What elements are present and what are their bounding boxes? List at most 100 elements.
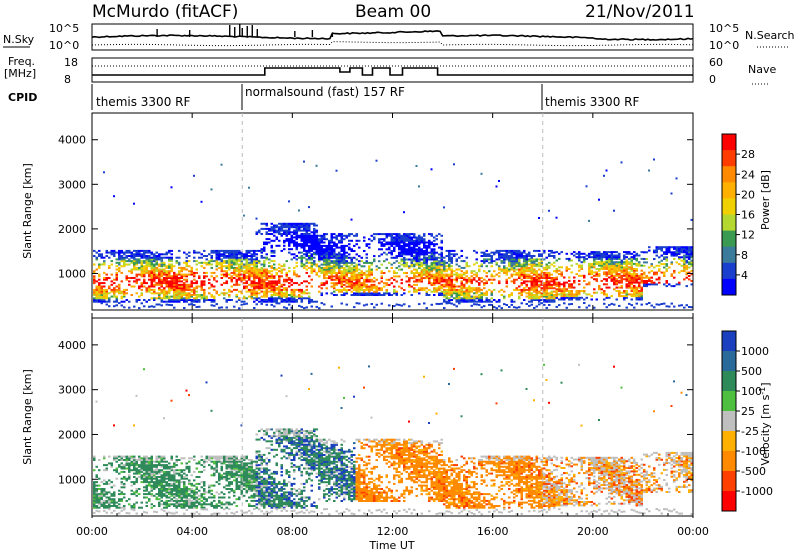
range-cell	[118, 258, 121, 261]
range-cell	[195, 251, 198, 254]
range-cell	[228, 290, 231, 293]
range-cell	[255, 271, 258, 274]
range-cell	[525, 270, 528, 273]
range-cell	[93, 255, 96, 257]
range-cell	[145, 467, 148, 470]
range-cell	[340, 255, 343, 258]
range-cell	[215, 290, 218, 293]
range-cell	[303, 229, 306, 232]
range-cell	[253, 270, 256, 273]
range-cell	[108, 482, 111, 485]
range-cell	[125, 275, 128, 278]
range-cell	[498, 305, 501, 308]
range-cell	[340, 246, 343, 249]
range-cell	[678, 281, 681, 284]
range-cell	[108, 508, 111, 511]
range-cell	[228, 299, 231, 301]
range-cell	[153, 260, 156, 263]
range-cell	[540, 282, 543, 285]
range-cell	[658, 276, 661, 279]
range-cell	[455, 295, 458, 298]
range-cell	[525, 275, 528, 278]
range-cell	[418, 250, 421, 252]
range-cell	[180, 275, 183, 278]
range-cell	[98, 273, 101, 276]
range-cell	[260, 256, 263, 259]
range-cell	[280, 224, 283, 227]
range-cell	[535, 280, 538, 283]
range-cell	[675, 261, 678, 264]
range-cell	[498, 271, 501, 274]
range-cell	[188, 297, 191, 300]
range-cell	[270, 288, 273, 291]
range-cell	[335, 260, 338, 263]
range-cell	[618, 293, 621, 296]
range-cell	[265, 256, 268, 259]
range-cell	[478, 300, 481, 303]
range-cell	[468, 285, 471, 288]
range-cell	[398, 236, 401, 239]
range-cell	[153, 278, 156, 281]
range-cell	[305, 231, 308, 234]
range-cell	[340, 285, 343, 288]
range-cell	[670, 192, 673, 195]
range-cell	[335, 243, 338, 246]
range-cell	[173, 297, 176, 300]
range-cell	[203, 294, 206, 296]
range-cell	[240, 300, 243, 303]
range-cell	[320, 287, 323, 290]
range-cell	[143, 273, 146, 276]
range-cell	[300, 292, 303, 295]
range-cell	[438, 287, 441, 290]
range-cell	[690, 273, 693, 276]
range-cell	[578, 259, 581, 262]
nave-label: Nave	[748, 63, 776, 76]
range-cell	[128, 283, 131, 286]
range-cell	[510, 273, 513, 276]
range-cell	[160, 285, 163, 288]
range-cell	[98, 300, 101, 303]
range-cell	[383, 239, 386, 242]
range-cell	[153, 275, 156, 278]
range-cell	[118, 249, 121, 252]
range-cell	[415, 238, 418, 241]
range-cell	[158, 263, 161, 266]
range-cell	[600, 291, 603, 294]
range-cell	[368, 268, 371, 271]
range-cell	[238, 278, 241, 281]
range-cell	[435, 272, 438, 274]
range-cell	[558, 288, 561, 291]
range-cell	[378, 233, 381, 236]
range-cell	[370, 270, 373, 273]
range-cell	[408, 253, 411, 256]
range-cell	[478, 270, 481, 273]
range-cell	[685, 256, 688, 259]
range-cell	[348, 239, 351, 242]
range-cell	[373, 238, 376, 241]
range-cell	[218, 251, 221, 254]
range-cell	[543, 285, 546, 288]
range-cell	[275, 231, 278, 234]
range-cell	[490, 303, 493, 306]
range-cell	[288, 226, 291, 229]
range-cell	[403, 253, 406, 256]
range-cell	[188, 299, 191, 301]
range-cell	[158, 292, 161, 295]
range-cell	[303, 160, 305, 163]
range-cell	[450, 292, 453, 295]
range-cell	[453, 297, 456, 300]
range-cell	[513, 270, 516, 273]
range-cell	[403, 251, 406, 254]
range-cell	[350, 270, 353, 273]
range-cell	[600, 268, 603, 270]
range-cell	[275, 299, 278, 301]
range-cell	[425, 261, 428, 264]
range-cell	[140, 477, 143, 480]
range-cell	[503, 295, 506, 298]
range-cell	[233, 305, 236, 308]
range-cell	[183, 285, 186, 288]
range-cell	[678, 263, 681, 266]
range-cell	[503, 266, 506, 269]
range-cell	[425, 246, 428, 249]
range-cell	[578, 252, 581, 255]
